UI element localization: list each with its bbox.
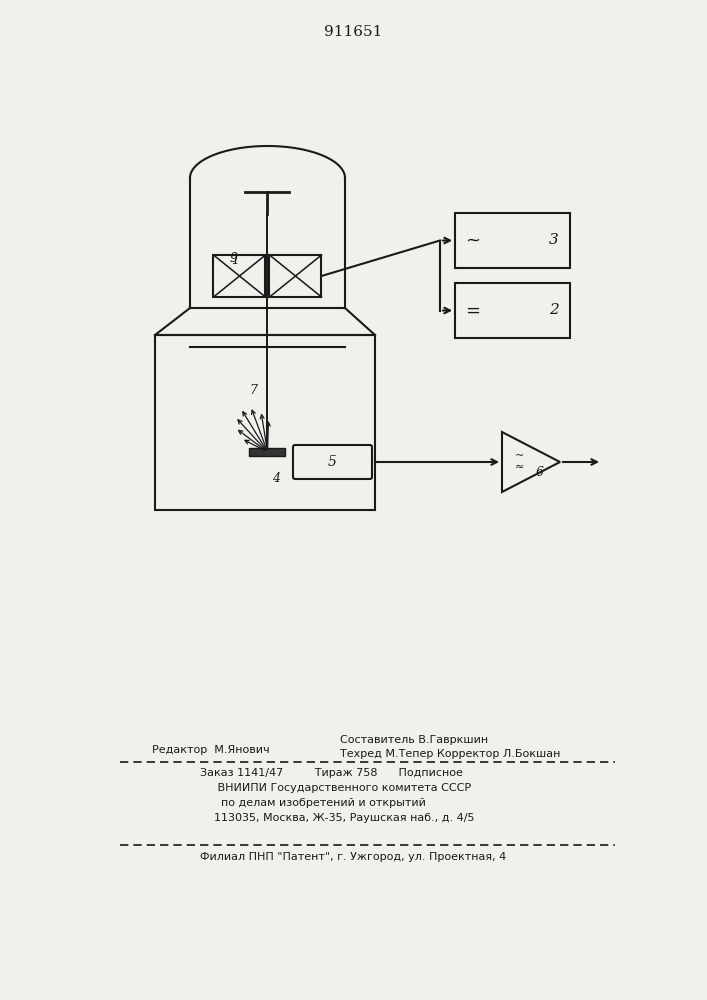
Text: 113035, Москва, Ж-35, Раушская наб., д. 4/5: 113035, Москва, Ж-35, Раушская наб., д. … <box>200 813 474 823</box>
Text: ВНИИПИ Государственного комитета СССР: ВНИИПИ Государственного комитета СССР <box>200 783 471 793</box>
Text: Техред М.Тепер Корректор Л.Бокшан: Техред М.Тепер Корректор Л.Бокшан <box>340 749 561 759</box>
Text: ~: ~ <box>515 451 525 461</box>
Text: 9: 9 <box>230 251 238 264</box>
Text: 3: 3 <box>549 233 559 247</box>
Bar <box>455 213 570 268</box>
Text: Редактор  М.Янович: Редактор М.Янович <box>152 745 269 755</box>
Text: по делам изобретений и открытий: по делам изобретений и открытий <box>200 798 426 808</box>
Text: Заказ 1141/47         Тираж 758      Подписное: Заказ 1141/47 Тираж 758 Подписное <box>200 768 463 778</box>
Text: Филиал ПНП "Патент", г. Ужгород, ул. Проектная, 4: Филиал ПНП "Патент", г. Ужгород, ул. Про… <box>200 852 506 862</box>
Text: 911651: 911651 <box>324 25 382 39</box>
Text: 6: 6 <box>536 466 544 479</box>
Text: ~: ~ <box>465 232 481 249</box>
Bar <box>455 283 570 338</box>
Text: ≈: ≈ <box>515 462 525 472</box>
Text: =: = <box>465 302 481 320</box>
Text: 7: 7 <box>250 383 257 396</box>
Text: 4: 4 <box>272 472 281 485</box>
Bar <box>250 448 286 456</box>
Text: Составитель В.Гавркшин: Составитель В.Гавркшин <box>340 735 488 745</box>
Text: 2: 2 <box>549 304 559 318</box>
Text: 1: 1 <box>231 253 240 266</box>
Bar <box>155 335 375 510</box>
Text: 5: 5 <box>328 455 337 469</box>
